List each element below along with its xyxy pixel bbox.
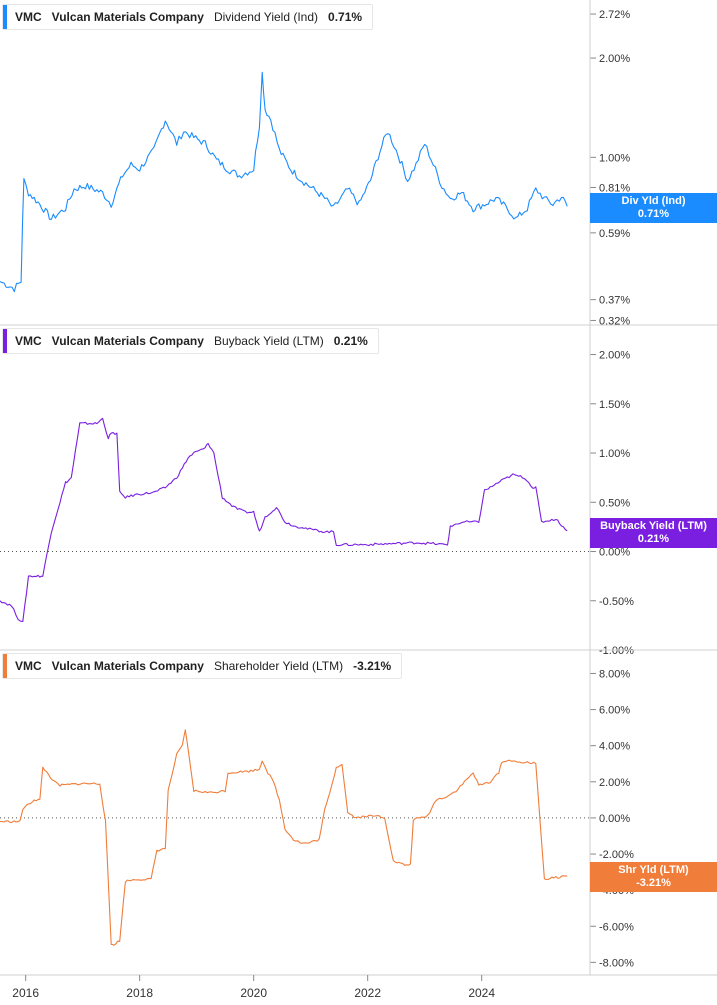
y-tick-label: 1.50%: [599, 399, 630, 411]
legend-metric: Dividend Yield (Ind): [213, 10, 319, 24]
badge-buyback: Buyback Yield (LTM) 0.21%: [590, 518, 717, 548]
y-tick-label: 1.00%: [599, 152, 630, 164]
legend-swatch-shareholder: [3, 654, 7, 678]
y-tick-label: 2.00%: [599, 53, 630, 65]
legend-company: Vulcan Materials Company: [51, 659, 204, 673]
y-tick-label: -8.00%: [599, 957, 634, 969]
y-tick-label: -2.00%: [599, 849, 634, 861]
y-tick-label: 2.00%: [599, 777, 630, 789]
legend-buyback: VMC Vulcan Materials Company Buyback Yie…: [2, 328, 379, 354]
badge-dividend: Div Yld (Ind) 0.71%: [590, 193, 717, 223]
y-tick-label: 0.50%: [599, 497, 630, 509]
legend-value: 0.71%: [328, 10, 363, 24]
legend-dividend: VMC Vulcan Materials Company Dividend Yi…: [2, 4, 374, 30]
y-tick-label: 0.00%: [599, 813, 630, 825]
y-tick-label: -0.50%: [599, 596, 634, 608]
y-tick-label: 0.00%: [599, 547, 630, 559]
badge-label: Buyback Yield (LTM): [600, 520, 707, 532]
x-tick-label: 2016: [12, 986, 39, 1000]
y-tick-label: 0.32%: [599, 315, 630, 327]
badge-label: Shr Yld (LTM): [618, 864, 689, 876]
legend-metric: Shareholder Yield (LTM): [213, 659, 344, 673]
badge-shareholder: Shr Yld (LTM) -3.21%: [590, 862, 717, 892]
series-line-0: [0, 71, 568, 293]
series-line-2: [0, 729, 568, 946]
legend-ticker: VMC: [15, 10, 42, 24]
badge-value: 0.21%: [637, 533, 670, 545]
x-tick-label: 2020: [240, 986, 267, 1000]
y-tick-label: 6.00%: [599, 705, 630, 717]
legend-ticker: VMC: [15, 659, 42, 673]
y-tick-label: 0.59%: [599, 228, 630, 240]
badge-value: 0.71%: [637, 208, 670, 220]
y-tick-label: 0.37%: [599, 295, 630, 307]
legend-shareholder: VMC Vulcan Materials Company Shareholder…: [2, 653, 403, 679]
legend-ticker: VMC: [15, 334, 42, 348]
y-tick-label: 0.81%: [599, 182, 630, 194]
legend-swatch-buyback: [3, 329, 7, 353]
y-tick-label: 1.00%: [599, 448, 630, 460]
y-tick-label: -1.00%: [599, 645, 634, 657]
badge-value: -3.21%: [636, 877, 671, 889]
series-line-1: [0, 417, 568, 623]
y-tick-label: 2.72%: [599, 9, 630, 21]
legend-metric: Buyback Yield (LTM): [213, 334, 324, 348]
y-tick-label: 8.00%: [599, 668, 630, 680]
legend-value: -3.21%: [353, 659, 392, 673]
legend-swatch-dividend: [3, 5, 7, 29]
legend-company: Vulcan Materials Company: [51, 334, 204, 348]
legend-value: 0.21%: [333, 334, 368, 348]
badge-label: Div Yld (Ind): [621, 195, 686, 207]
y-tick-label: -6.00%: [599, 921, 634, 933]
x-tick-label: 2018: [126, 986, 153, 1000]
y-tick-label: 2.00%: [599, 350, 630, 362]
x-tick-label: 2024: [468, 986, 495, 1000]
x-tick-label: 2022: [354, 986, 381, 1000]
legend-company: Vulcan Materials Company: [51, 10, 204, 24]
y-tick-label: 4.00%: [599, 741, 630, 753]
